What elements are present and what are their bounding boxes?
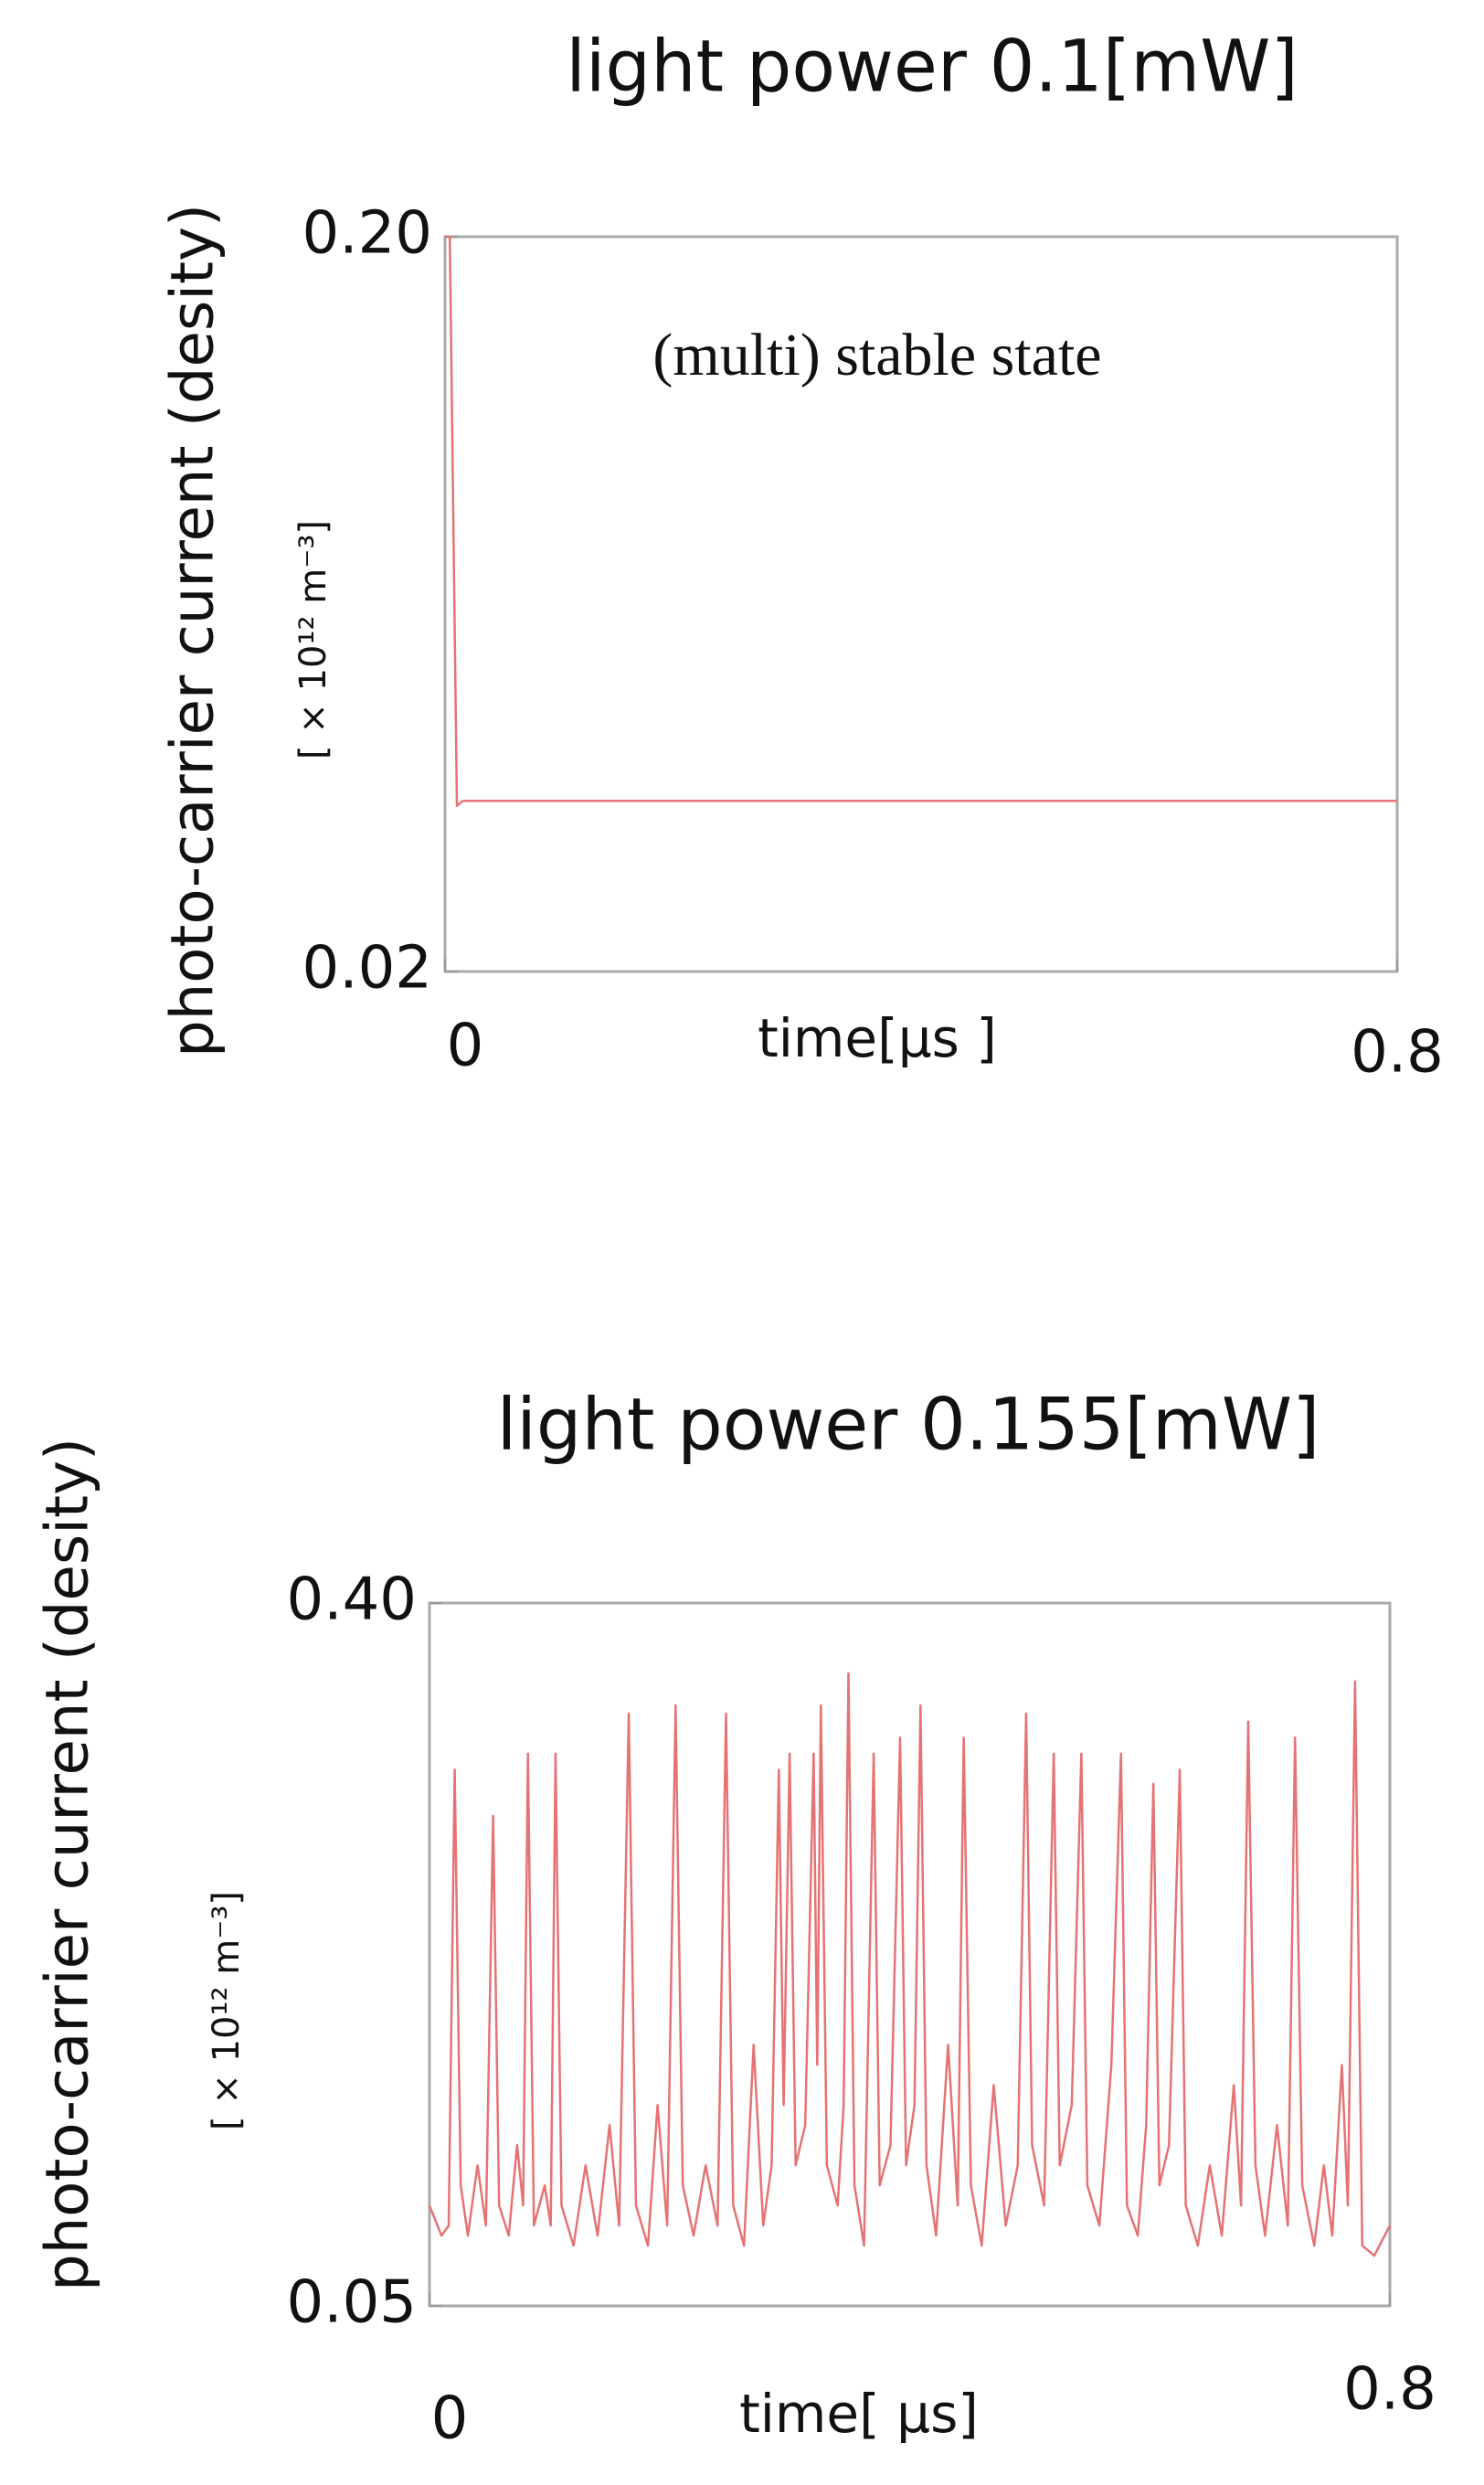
unit-label: [ × 10¹² m⁻³] [206, 1891, 248, 2130]
data-line [428, 1672, 1392, 2257]
x-tick-label: 0.8 [1343, 2356, 1436, 2424]
data-line [445, 235, 1397, 807]
chart-title: light power 0.1[mW] [566, 26, 1298, 108]
plot-frame [428, 1601, 1392, 2308]
y-tick-label: 0.40 [287, 1566, 418, 1634]
x-tick-label: 0 [431, 2385, 469, 2453]
annotation: (multi) stable state [652, 322, 1101, 388]
unit-label: [ × 10¹² m⁻³] [292, 520, 334, 759]
y-axis-label: photo-carrier current (desity) [35, 1438, 102, 2291]
x-tick-label: 0 [447, 1013, 484, 1080]
x-axis-label: time[μs ] [758, 1007, 997, 1069]
x-tick-label: 0.8 [1351, 1019, 1444, 1087]
chart-title: light power 0.155[mW] [497, 1384, 1320, 1466]
y-tick-label: 0.20 [302, 200, 433, 268]
y-axis-label: photo-carrier current (desity) [160, 204, 228, 1057]
y-tick-label: 0.05 [287, 2269, 418, 2337]
y-tick-label: 0.02 [302, 935, 433, 1003]
x-axis-label: time[ μs] [739, 2383, 979, 2445]
plot-frame [443, 235, 1399, 973]
